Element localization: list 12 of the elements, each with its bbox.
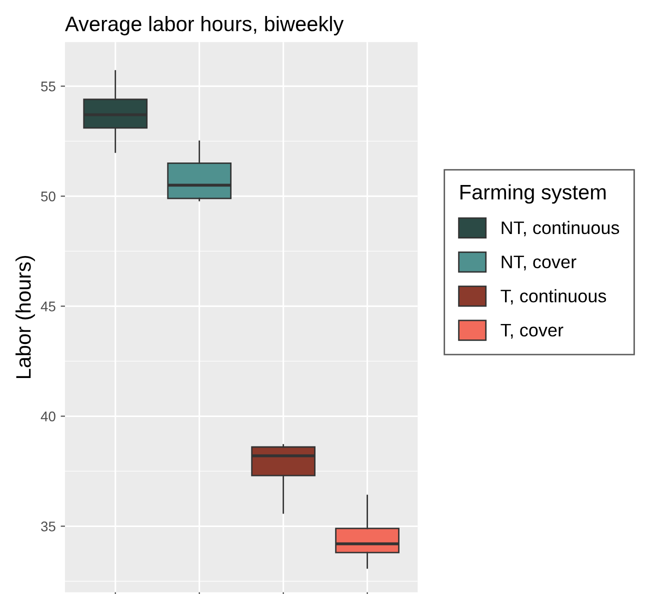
- legend-label: T, continuous: [500, 289, 606, 305]
- y-axis-title: Labor (hours): [16, 256, 35, 378]
- chart-title: Average labor hours, biweekly: [65, 16, 344, 36]
- y-tick-label: 40: [40, 412, 56, 422]
- y-tick-label: 50: [41, 192, 56, 202]
- legend-title: Farming system: [460, 184, 606, 204]
- y-tick-label: 55: [41, 82, 56, 92]
- y-tick-label: 45: [40, 302, 56, 312]
- legend-label: NT, cover: [502, 256, 576, 270]
- legend-label: T, cover: [500, 324, 564, 339]
- legend-label: NT, continuous: [502, 220, 620, 236]
- y-tick-label: 35: [41, 522, 56, 532]
